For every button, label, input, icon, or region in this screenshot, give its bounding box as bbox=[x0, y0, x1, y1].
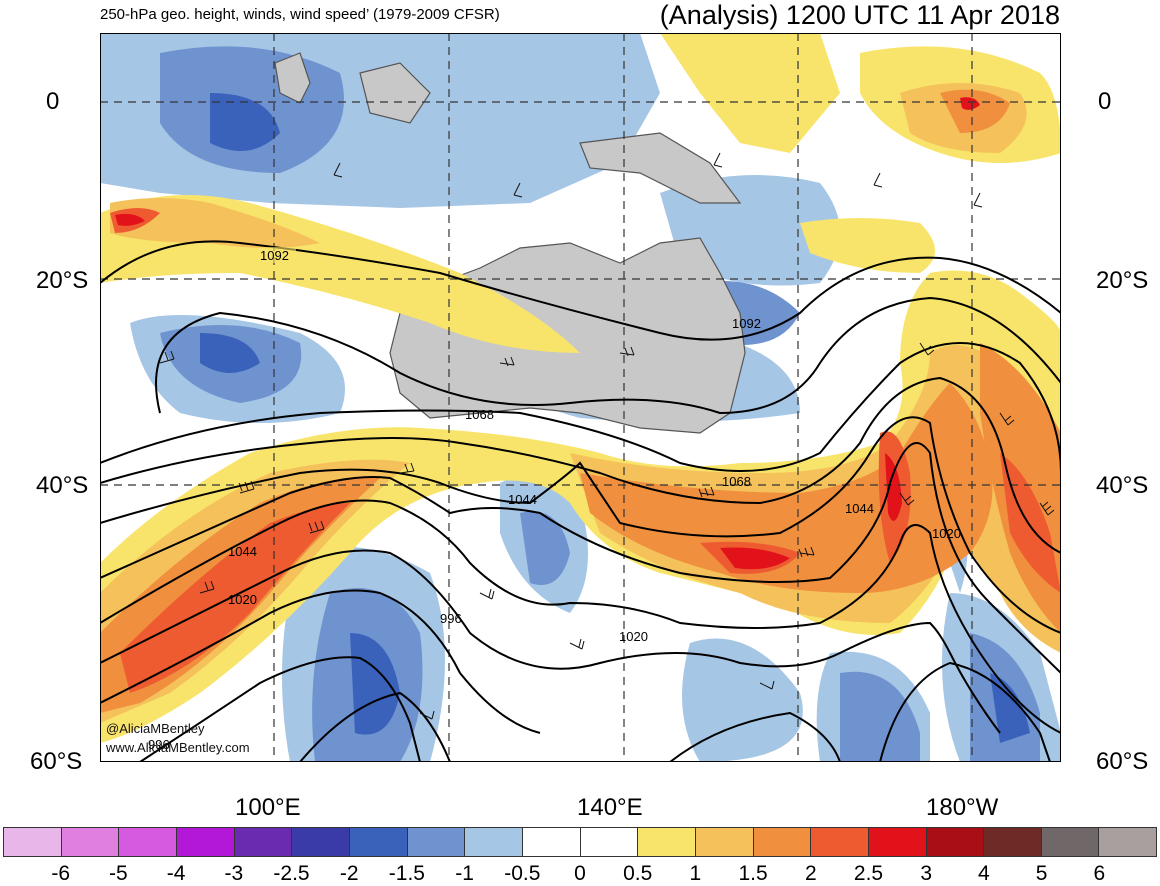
contour-label: 1020 bbox=[228, 592, 257, 607]
colorbar-swatch bbox=[638, 828, 696, 856]
colorbar-swatch bbox=[753, 828, 812, 856]
lat-label-right: 60°S bbox=[1096, 748, 1149, 775]
colorbar-swatch bbox=[1099, 828, 1157, 856]
lat-label-left: 40°S bbox=[36, 472, 89, 499]
colorbar-swatch bbox=[580, 828, 639, 856]
colorbar-swatch bbox=[695, 828, 754, 856]
lon-label: 140°E bbox=[577, 794, 643, 821]
lat-label-left: 0 bbox=[46, 88, 60, 115]
credit-website: www.AliciaMBentley.com bbox=[105, 740, 250, 755]
colorbar-tick-label: -1 bbox=[455, 862, 474, 885]
colorbar-swatch bbox=[926, 828, 985, 856]
colorbar-tick-label: 4 bbox=[978, 862, 990, 885]
lat-label-left: 20°S bbox=[36, 267, 89, 294]
analysis-time: (Analysis) 1200 UTC 11 Apr 2018 bbox=[659, 0, 1060, 30]
colorbar-swatch bbox=[522, 828, 581, 856]
colorbar-tick-label: -2.5 bbox=[273, 862, 310, 885]
colorbar-swatch bbox=[119, 828, 177, 856]
colorbar bbox=[3, 827, 1157, 857]
colorbar-tick-label: 2 bbox=[804, 862, 817, 885]
contour-label: 1044 bbox=[845, 501, 874, 516]
colorbar-swatch bbox=[176, 828, 235, 856]
colorbar-tick-label: 0.5 bbox=[623, 862, 653, 885]
colorbar-tick-label: 1.5 bbox=[738, 862, 768, 885]
colorbar-tick-label: -0.5 bbox=[504, 862, 541, 885]
colorbar-tick-label: -3 bbox=[224, 862, 244, 885]
contour-label: 1044 bbox=[508, 492, 537, 507]
lon-label: 100°E bbox=[235, 794, 301, 821]
colorbar-swatch bbox=[868, 828, 927, 856]
colorbar-swatch bbox=[984, 828, 1042, 856]
contour-label-group: 1092 1092 1068 1068 1044 1044 1044 1020 … bbox=[148, 247, 961, 752]
contour-label: 1068 bbox=[465, 407, 494, 422]
contour-label: 1092 bbox=[732, 316, 761, 331]
contour-label: 1092 bbox=[260, 248, 289, 263]
height-contours bbox=[100, 240, 1061, 762]
lon-label: 180°W bbox=[926, 794, 999, 821]
colorbar-swatch bbox=[349, 828, 408, 856]
colorbar-tick-label: 0 bbox=[574, 862, 586, 885]
weather-map: 1092 1092 1068 1068 1044 1044 1044 1020 … bbox=[100, 33, 1061, 762]
colorbar-swatch bbox=[465, 828, 523, 856]
colorbar-tick-label: -6 bbox=[51, 862, 71, 885]
lat-label-right: 40°S bbox=[1096, 472, 1149, 499]
colorbar-swatch bbox=[811, 828, 869, 856]
lat-lon-grid bbox=[100, 33, 1061, 762]
colorbar-swatch bbox=[234, 828, 293, 856]
contour-label: 1068 bbox=[722, 474, 751, 489]
lat-label-right: 20°S bbox=[1096, 267, 1149, 294]
contour-label: 996 bbox=[440, 611, 462, 626]
colorbar-swatch bbox=[407, 828, 466, 856]
colorbar-tick-label: -1.5 bbox=[388, 862, 425, 885]
colorbar-tick-label: 5 bbox=[1035, 862, 1048, 885]
lat-label-right: 0 bbox=[1098, 88, 1112, 115]
contour-label: 1044 bbox=[228, 544, 257, 559]
colorbar-tick-label: 1 bbox=[689, 862, 702, 885]
chart-title: 250-hPa geo. height, winds, wind speed’ … bbox=[100, 6, 500, 23]
contour-label: 1020 bbox=[619, 629, 648, 644]
colorbar-swatch bbox=[4, 828, 62, 856]
positive-anomaly-deep-red bbox=[115, 97, 980, 570]
colorbar-swatch bbox=[1041, 828, 1100, 856]
colorbar-tick-label: 6 bbox=[1093, 862, 1106, 885]
lat-label-left: 60°S bbox=[30, 748, 83, 775]
colorbar-tick-label: -2 bbox=[339, 862, 359, 885]
credit-handle: @AliciaMBentley bbox=[106, 721, 205, 736]
contour-label: 996 bbox=[148, 737, 170, 752]
colorbar-tick-label: -4 bbox=[166, 862, 186, 885]
map-panel: 1092 1092 1068 1068 1044 1044 1044 1020 … bbox=[100, 33, 1061, 762]
colorbar-tick-label: 2.5 bbox=[853, 862, 884, 885]
colorbar-tick-label: -5 bbox=[109, 862, 128, 885]
wind-barbs bbox=[159, 152, 1055, 720]
colorbar-swatch bbox=[61, 828, 120, 856]
colorbar-swatch bbox=[292, 828, 350, 856]
contour-label: 1020 bbox=[932, 526, 961, 541]
colorbar-tick-label: 3 bbox=[920, 862, 933, 885]
